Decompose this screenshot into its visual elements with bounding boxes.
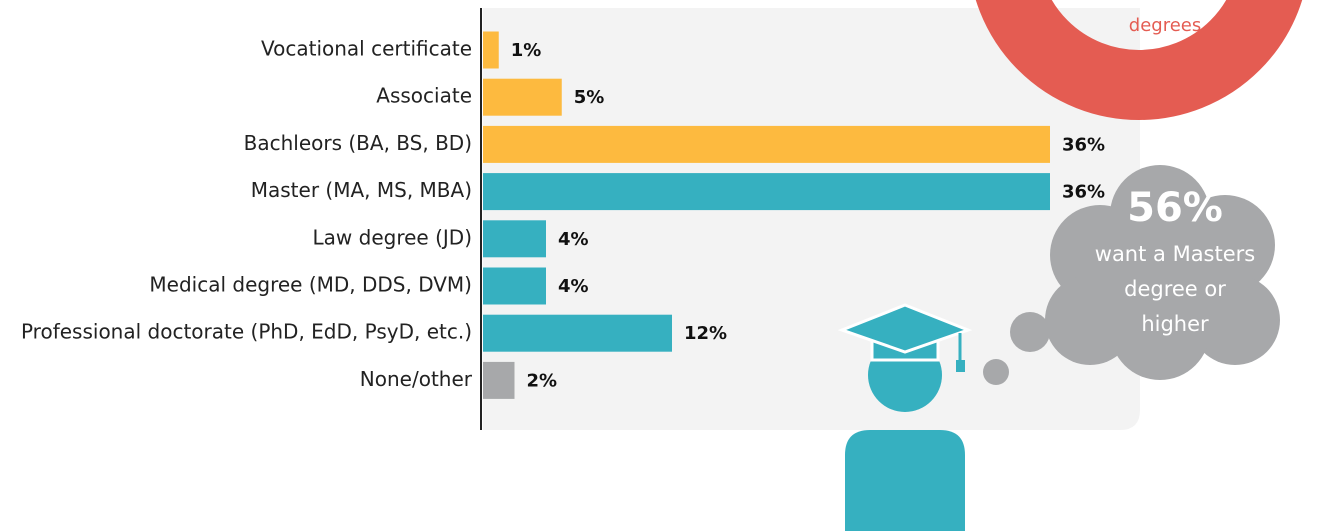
bar (483, 78, 562, 116)
donut-text: degrees (1129, 15, 1201, 36)
category-label: Medical degree (MD, DDS, DVM) (149, 273, 472, 297)
bar (483, 361, 515, 399)
value-label: 36% (1062, 134, 1105, 155)
value-label: 4% (558, 229, 589, 250)
value-label: 12% (684, 323, 727, 344)
value-label: 1% (511, 40, 542, 61)
bar (483, 314, 672, 352)
cloud (983, 165, 1280, 385)
cloud-text: degree or (1124, 277, 1226, 301)
cloud-text: want a Masters (1095, 242, 1255, 266)
category-label: Bachleors (BA, BS, BD) (244, 131, 472, 155)
value-label: 5% (574, 87, 605, 108)
category-label: Master (MA, MS, MBA) (251, 178, 472, 202)
person-icon (837, 303, 973, 531)
bar (483, 173, 1050, 211)
bar (483, 220, 546, 258)
bar (483, 267, 546, 305)
donut-ring (975, 0, 1303, 120)
bar (483, 31, 499, 69)
cloud-text: higher (1141, 312, 1209, 336)
category-label: None/other (360, 367, 473, 391)
donut: degrees (975, 0, 1303, 120)
category-label: Professional doctorate (PhD, EdD, PsyD, … (21, 320, 472, 344)
category-label: Vocational certificate (261, 37, 472, 61)
value-label: 4% (558, 276, 589, 297)
category-label: Law degree (JD) (313, 225, 472, 249)
cloud-value: 56% (1127, 185, 1223, 231)
value-label: 36% (1062, 182, 1105, 203)
category-label: Associate (376, 84, 472, 108)
value-label: 2% (527, 370, 558, 391)
bar (483, 125, 1050, 163)
